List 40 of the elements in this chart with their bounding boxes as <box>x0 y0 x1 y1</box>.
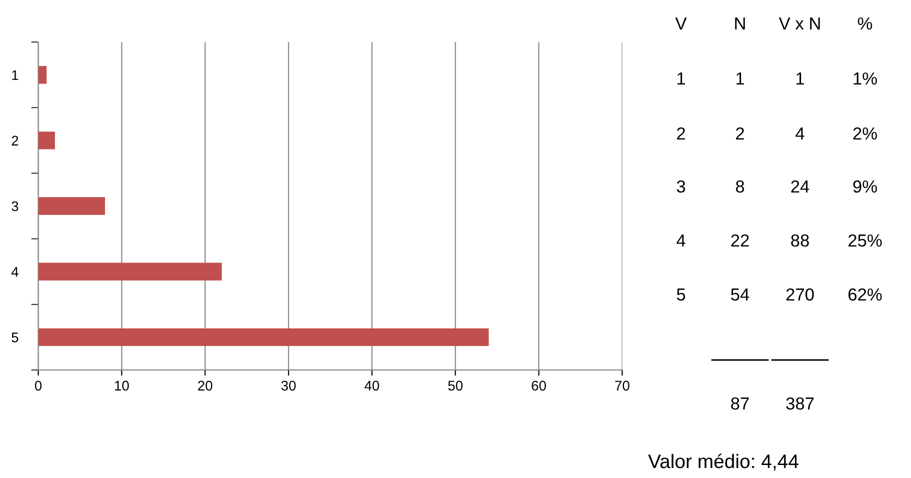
text: V x N <box>778 18 820 30</box>
text: 4 <box>11 267 18 277</box>
category-label: 1 <box>796 72 804 84</box>
x-tick-label: 70 <box>615 380 630 391</box>
data-label: 22 <box>731 234 749 246</box>
x-tick-label: 10 <box>115 380 129 391</box>
y-tick-label: 4 <box>676 234 686 246</box>
y-tick-label: 5 <box>676 288 686 301</box>
y-tick-label: 2 <box>677 127 685 140</box>
text: 270 <box>786 288 814 301</box>
text: Valor médio: 4,44 <box>648 454 798 471</box>
text: V <box>675 18 687 30</box>
x-tick-label: 40 <box>364 380 380 391</box>
category-label: 4 <box>796 128 804 140</box>
x-tick-label: 20 <box>198 380 212 391</box>
text: 9% <box>853 180 877 193</box>
text: 2% <box>853 127 877 140</box>
text: 24 <box>791 180 810 192</box>
data-label: 1 <box>736 72 744 84</box>
text: 387 <box>786 397 814 410</box>
text: 87 <box>731 397 749 410</box>
data-label: 2 <box>736 127 744 140</box>
data-label: 8 <box>736 180 744 193</box>
y-tick-label: 1 <box>677 72 685 84</box>
text: 88 <box>791 234 809 247</box>
category-label: 5 <box>12 332 18 342</box>
x-tick-label: 50 <box>448 380 463 391</box>
text: 25% <box>848 234 882 247</box>
text: 1 <box>12 70 18 80</box>
text: N <box>735 18 745 30</box>
category-label: 3 <box>12 201 18 212</box>
x-tick-label: 0 <box>34 380 42 391</box>
text: % <box>858 17 872 30</box>
category-label: 2 <box>12 136 18 146</box>
x-tick-label: 60 <box>532 380 546 391</box>
x-tick-label: 30 <box>281 380 296 391</box>
text: 1% <box>854 72 877 85</box>
text: 62% <box>848 288 882 301</box>
data-label: 54 <box>731 288 750 301</box>
y-tick-label: 3 <box>676 180 686 193</box>
